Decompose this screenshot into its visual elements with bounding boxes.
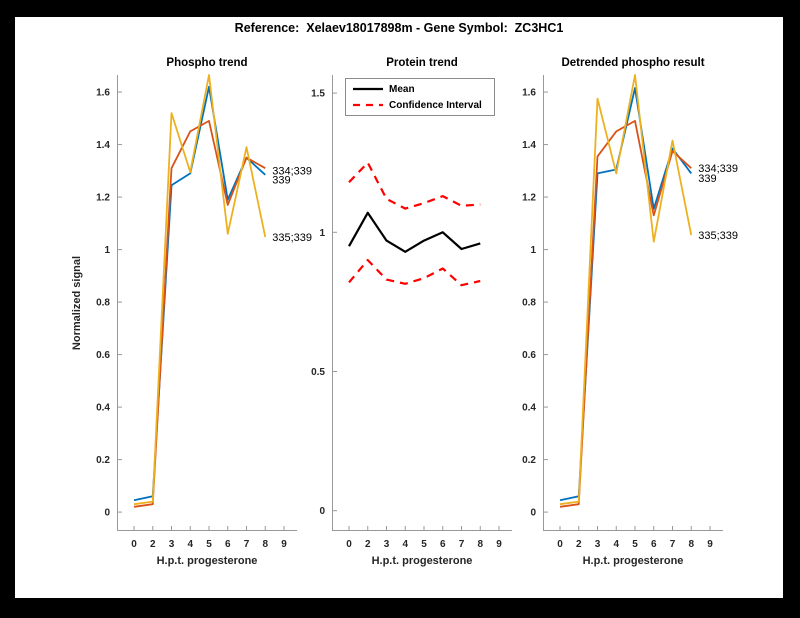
series-end-annotation: 334;339 [272,165,312,177]
x-tick-label: 9 [281,539,287,550]
x-tick-label: 0 [131,539,137,550]
x-tick-label: 2 [150,539,156,550]
x-tick-label: 8 [477,539,483,550]
y-tick-label: 1.6 [522,88,536,99]
y-tick-label: 0 [104,508,110,519]
y-tick-label: 1.2 [522,193,536,204]
series-line-335-339 [559,74,693,506]
x-tick-label: 2 [365,539,371,550]
y-tick-label: 1 [319,228,325,239]
series-line-mean [348,211,481,253]
x-tick-label: 6 [651,539,657,550]
legend-item-confidence-interval: Confidence Interval [346,98,494,112]
x-tick-label: 3 [169,539,175,550]
series-end-annotation: 335;339 [698,230,738,242]
x-tick-label: 4 [613,539,619,550]
series-line-334-339 [133,120,266,508]
x-tick-label: 4 [187,539,193,550]
x-tick-label: 7 [670,539,676,550]
series-line-confidence-interval-upper [348,161,481,210]
y-tick-label: 0.2 [522,455,536,466]
y-tick-label: 1 [104,245,110,256]
x-tick-label: 5 [421,539,427,550]
series-end-annotation: 334;339 [698,163,738,175]
y-tick-label: 1.4 [96,140,110,151]
y-tick-label: 1.5 [311,89,325,100]
y-tick-label: 0.4 [96,403,110,414]
y-tick-label: 0.8 [96,298,110,309]
legend-box: Mean Confidence Interval [345,78,495,116]
x-tick-label: 3 [384,539,390,550]
legend-label-mean: Mean [389,83,415,95]
legend-item-mean: Mean [346,82,494,96]
x-tick-label: 8 [262,539,268,550]
protein-trend-plot: 0 2 3 4 5 6 7 8 9 0 0.5 1 1.5 [311,75,512,550]
x-tick-label: 6 [440,539,446,550]
x-tick-label: 5 [632,539,638,550]
y-tick-label: 0.4 [522,403,536,414]
y-tick-label: 0.2 [96,455,110,466]
x-tick-label: 5 [206,539,212,550]
x-axis-label-left: H.p.t. progesterone [156,555,258,567]
y-tick-label: 0 [530,508,536,519]
x-tick-label: 7 [459,539,465,550]
y-tick-label: 1 [530,245,536,256]
detrended-phospho-plot: 0 2 3 4 5 6 7 8 900.20.40.60.811.21.41.6334;3393… [522,74,738,550]
series-end-annotation: 339 [272,175,290,187]
x-tick-label: 9 [496,539,502,550]
x-tick-label: 0 [346,539,352,550]
x-tick-label: 6 [225,539,231,550]
mean-line-sample-icon [353,87,383,91]
legend-label-confidence-interval: Confidence Interval [389,99,482,111]
y-tick-label: 0.6 [522,350,536,361]
figure-title: Reference: Xelaev18017898m - Gene Symbol… [234,21,564,35]
y-tick-label: 1.2 [96,193,110,204]
x-tick-label: 9 [707,539,713,550]
series-line-334-339 [559,120,692,508]
y-tick-label: 1.6 [96,88,110,99]
confidence-interval-line-sample-icon [353,103,383,107]
y-tick-label: 0.5 [311,367,325,378]
x-tick-label: 7 [244,539,250,550]
x-tick-label: 0 [557,539,563,550]
x-tick-label: 4 [402,539,408,550]
y-tick-label: 0 [319,506,325,517]
x-axis-label-middle: H.p.t. progesterone [371,555,473,567]
y-tick-label: 0.6 [96,350,110,361]
series-end-annotation: 335;339 [272,232,312,244]
series-line-confidence-interval-lower [348,259,481,287]
x-tick-label: 8 [688,539,694,550]
detrended-phospho-title: Detrended phospho result [561,57,705,69]
y-tick-label: 0.8 [522,298,536,309]
series-end-annotation: 339 [698,173,716,185]
y-axis-label: Normalized signal [71,255,83,351]
x-tick-label: 2 [576,539,582,550]
x-tick-label: 3 [595,539,601,550]
figure-canvas: Reference: Xelaev18017898m - Gene Symbol… [15,17,783,598]
phospho-trend-plot: 0 2 3 4 5 6 7 8 900.20.40.60.811.21.41.6334;3393… [96,74,312,550]
y-tick-label: 1.4 [522,140,536,151]
x-axis-label-right: H.p.t. progesterone [582,555,684,567]
phospho-trend-title: Phospho trend [166,57,248,69]
protein-trend-title: Protein trend [386,57,458,69]
series-line-335-339 [133,74,267,506]
